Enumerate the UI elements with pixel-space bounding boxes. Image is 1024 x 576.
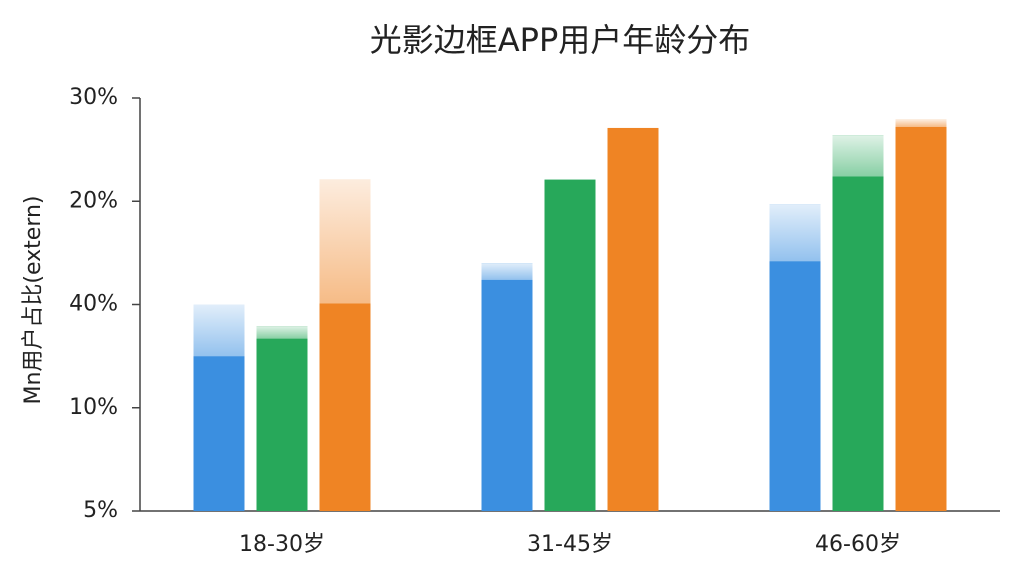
bar [481, 279, 533, 511]
bar [319, 303, 371, 511]
bar [769, 261, 821, 511]
faded-fill [832, 135, 884, 177]
bar [895, 126, 947, 511]
x-tick-label: 18-30岁 [239, 532, 325, 557]
y-tick-label: 10% [69, 395, 118, 420]
y-tick-label: 20% [69, 188, 118, 213]
bar [544, 179, 596, 511]
faded-fill [481, 263, 533, 280]
y-tick-label: 5% [83, 498, 118, 523]
y-tick-label: 40% [69, 292, 118, 317]
faded-fill [193, 304, 245, 357]
faded-fill [895, 119, 947, 127]
faded-segment [895, 119, 947, 127]
faded-segment [319, 179, 371, 304]
x-tick-label: 46-60岁 [815, 532, 901, 557]
faded-fill [319, 179, 371, 304]
faded-segment [769, 204, 821, 262]
faded-segment [193, 304, 245, 357]
y-tick-label: 30% [69, 85, 118, 110]
bar [832, 176, 884, 511]
x-tick-label: 31-45岁 [527, 532, 613, 557]
chart-title: 光影边框APP用户年龄分布 [370, 21, 751, 59]
bar [193, 356, 245, 511]
bar [256, 338, 308, 511]
faded-segment [832, 135, 884, 177]
faded-fill [256, 326, 308, 339]
bar [607, 127, 659, 511]
faded-segment [481, 263, 533, 280]
faded-segment [256, 326, 308, 339]
y-axis-label: Mn用户占比(extern) [21, 195, 46, 404]
faded-fill [769, 204, 821, 262]
